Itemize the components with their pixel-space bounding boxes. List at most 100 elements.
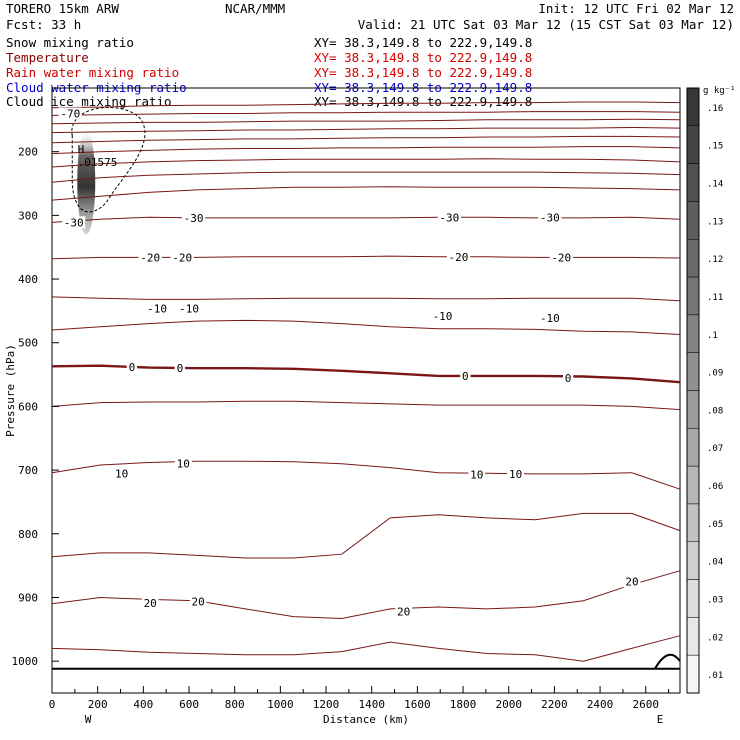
isotherm-label-bg [538,211,562,224]
field-label-temperature: Temperature [6,50,89,65]
isotherm-label: -30 [64,216,84,229]
colorbar-segment [686,239,700,278]
isotherm-line [51,512,681,559]
x-tick-label: 2400 [587,698,614,711]
colorbar-label: .08 [707,406,723,416]
colorbar-label: .04 [707,558,723,568]
colorbar-label: .01 [707,671,723,681]
colorbar-segment [686,352,700,391]
isotherm-label: 10 [509,468,522,481]
isotherm-label: 20 [625,576,638,589]
colorbar-unit: g kg⁻¹ [703,86,736,96]
isotherm-label-bg [58,107,82,120]
isotherm-label: -20 [172,251,192,264]
header-area: TORERO 15km ARW NCAR/MMM Init: 12 UTC Fr… [6,1,734,109]
colorbar-segment [686,503,700,542]
plot-frame [51,87,681,694]
right-end-label: E [657,713,664,726]
isotherm-label: 10 [470,469,483,482]
isotherm-line [51,460,681,490]
isotherm-label: 20 [397,605,410,618]
isotherm-label-bg [181,211,206,224]
isotherm-label: 20 [144,597,157,610]
isotherm-label: 0 [129,361,136,374]
colorbar-segment [686,201,700,240]
colorbar-segment [686,428,700,467]
y-tick-label: 500 [18,337,38,350]
x-tick-label: 400 [133,698,153,711]
isotherm-line [51,296,681,302]
isotherm-label-bg [113,467,131,480]
colorbar-segment [686,125,700,164]
field-xy-cloud-ice: XY= 38.3,149.8 to 222.9,149.8 [314,94,532,109]
colorbar-label: .11 [707,293,723,303]
isotherm-label: -30 [439,211,459,224]
colorbar-label: .03 [707,595,723,605]
terrain-bump [654,653,681,670]
isotherm-label: -20 [140,251,160,264]
isotherm-label-bg [430,309,455,322]
init-time: Init: 12 UTC Fri 02 Mar 12 [538,1,734,16]
y-tick-label: 700 [18,464,38,477]
field-xy-temperature: XY= 38.3,149.8 to 222.9,149.8 [314,50,532,65]
y-tick-label: 400 [18,273,38,286]
isotherm-label: 0 [462,370,469,383]
y-tick-label: 800 [18,528,38,541]
x-tick-label: 600 [179,698,199,711]
colorbar-segment [686,541,700,580]
valid-time: Valid: 21 UTC Sat 03 Mar 12 (15 CST Sat … [358,17,734,32]
isotherm-label-bg [62,216,86,229]
colorbar-label: .14 [707,180,723,190]
isotherm-label: 0 [565,372,572,385]
isotherm-label-bg [437,211,461,224]
field-xy-snow: XY= 38.3,149.8 to 222.9,149.8 [314,35,532,50]
isotherm-label: -30 [540,211,560,224]
isotherm-line [51,146,681,155]
isotherm-label-bg [174,457,192,470]
isotherm-label-bg [460,369,471,382]
isotherm-line [51,319,681,335]
colorbar-segment [686,276,700,316]
isotherm-label: 10 [115,467,128,480]
isotherm-line [51,171,681,183]
left-end-label: W [85,713,92,726]
isotherm-line [51,216,681,223]
isotherm-label-bg [395,605,413,618]
isotherm-label-bg [170,251,194,264]
x-tick-label: 2200 [541,698,568,711]
colorbar-segment [686,87,700,127]
colorbar-label: .06 [707,482,723,492]
x-tick-label: 1000 [267,698,294,711]
x-tick-label: 1200 [313,698,340,711]
isotherm-label-bg [507,467,524,480]
isotherm-label-bg [549,251,573,264]
isotherm-line [51,118,681,125]
isotherm-line [51,158,681,168]
isotherm-line [51,186,681,201]
y-axis-label: Pressure (hPa) [4,344,17,437]
colorbar-segment [686,390,700,429]
colorbar-label: .07 [707,444,723,454]
colorbar-segment [686,465,700,505]
x-tick-label: 1800 [450,698,477,711]
x-tick-label: 1600 [404,698,431,711]
colorbar-frame [686,87,700,694]
colorbar-label: .12 [707,255,723,265]
colorbar-label: .02 [707,633,723,643]
isotherm-line [51,126,681,134]
y-tick-label: 1000 [12,655,39,668]
isotherm-label-bg [177,302,201,315]
isotherm-label: -10 [179,302,199,315]
x-tick-label: 2000 [495,698,522,711]
isotherm-label: -30 [184,212,204,225]
y-tick-label: 900 [18,591,38,604]
max-marker-h: H [78,143,85,156]
isotherm-label-bg [189,595,207,608]
isotherm-label-bg [174,362,186,375]
field-label-snow: Snow mixing ratio [6,35,134,50]
cloud-ice-shading [77,129,96,235]
isotherm-label-bg [562,371,574,384]
colorbar-label: .1 [707,331,718,341]
